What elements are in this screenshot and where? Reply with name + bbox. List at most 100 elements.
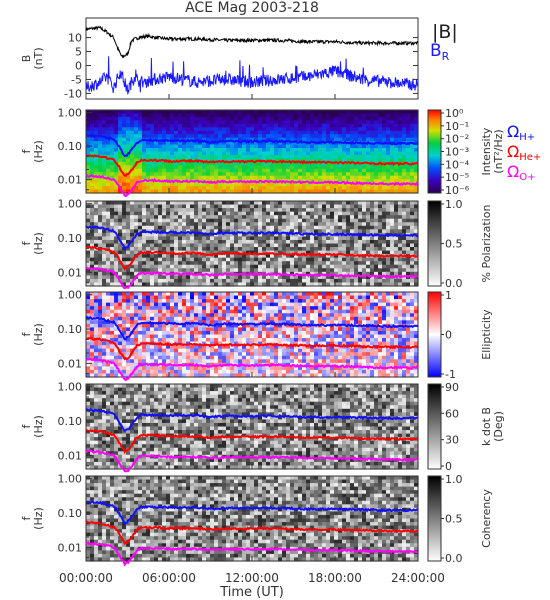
heatmap-cell bbox=[114, 208, 119, 213]
heatmap-cell bbox=[370, 299, 375, 304]
heatmap-cell bbox=[282, 137, 287, 142]
heatmap-cell bbox=[290, 282, 295, 287]
heatmap-cell bbox=[170, 182, 175, 187]
heatmap-cell bbox=[346, 158, 351, 163]
heatmap-cell bbox=[110, 282, 115, 287]
heatmap-cell bbox=[362, 144, 367, 149]
heatmap-cell bbox=[246, 327, 251, 332]
heatmap-cell bbox=[294, 247, 299, 252]
heatmap-cell bbox=[102, 232, 107, 238]
heatmap-cell bbox=[230, 154, 235, 160]
heatmap-cell bbox=[306, 299, 311, 304]
heatmap-cell bbox=[162, 204, 167, 209]
heatmap-cell bbox=[178, 320, 183, 325]
heatmap-cell bbox=[270, 175, 275, 180]
heatmap-cell bbox=[358, 316, 363, 321]
heatmap-cell bbox=[210, 306, 215, 311]
heatmap-cell bbox=[370, 113, 375, 118]
heatmap-cell bbox=[330, 208, 335, 213]
heatmap-cell bbox=[398, 306, 403, 311]
heatmap-cell bbox=[222, 313, 227, 318]
heatmap-cell bbox=[150, 299, 155, 304]
heatmap-cell bbox=[222, 154, 227, 160]
heatmap-cell bbox=[294, 165, 299, 170]
heatmap-cell bbox=[110, 208, 115, 213]
heatmap-cell bbox=[390, 175, 395, 180]
heatmap-cell bbox=[374, 316, 379, 321]
heatmap-cell bbox=[382, 236, 387, 241]
heatmap-cell bbox=[406, 236, 411, 241]
heatmap-cell bbox=[286, 292, 291, 297]
heatmap-cell bbox=[146, 208, 151, 213]
heatmap-cell bbox=[126, 250, 131, 255]
heatmap-cell bbox=[242, 313, 247, 318]
heatmap-cell bbox=[318, 189, 323, 194]
heatmap-cell bbox=[190, 110, 195, 115]
heatmap-cell bbox=[334, 229, 339, 234]
heatmap-cell bbox=[150, 130, 155, 135]
heatmap-cell bbox=[270, 189, 275, 194]
heatmap-cell bbox=[306, 123, 311, 128]
heatmap-cell bbox=[130, 316, 135, 321]
heatmap-cell bbox=[298, 120, 303, 125]
heatmap-cell bbox=[238, 211, 243, 216]
heatmap-cell bbox=[358, 243, 363, 248]
heatmap-cell bbox=[250, 148, 255, 153]
heatmap-cell bbox=[358, 218, 363, 223]
heatmap-cell bbox=[166, 299, 171, 304]
heatmap-cell bbox=[398, 211, 403, 216]
heatmap-cell bbox=[90, 137, 95, 142]
heatmap-cell bbox=[234, 316, 239, 321]
heatmap-cell bbox=[278, 189, 283, 194]
heatmap-cell bbox=[338, 257, 343, 262]
heatmap-cell bbox=[278, 282, 283, 287]
heatmap-cell bbox=[306, 316, 311, 321]
heatmap-cell bbox=[314, 158, 319, 163]
heatmap-cell bbox=[370, 320, 375, 325]
heatmap-cell bbox=[330, 302, 335, 307]
heatmap-cell bbox=[290, 247, 295, 252]
heatmap-cell bbox=[234, 313, 239, 318]
heatmap-cell bbox=[406, 168, 411, 173]
heatmap-cell bbox=[234, 218, 239, 223]
heatmap-cell bbox=[150, 165, 155, 170]
heatmap-cell bbox=[114, 144, 119, 149]
heatmap-cell bbox=[362, 225, 367, 230]
heatmap-cell bbox=[354, 299, 359, 304]
heatmap-cell bbox=[158, 309, 163, 314]
heatmap-cell bbox=[154, 292, 159, 297]
heatmap-cell bbox=[146, 309, 151, 314]
heatmap-cell bbox=[394, 120, 399, 125]
heatmap-cell bbox=[282, 275, 287, 280]
heatmap-cell bbox=[110, 172, 115, 177]
heatmap-cell bbox=[110, 299, 115, 304]
heatmap-cell bbox=[174, 165, 179, 170]
heatmap-cell bbox=[414, 168, 419, 173]
heatmap-cell bbox=[310, 134, 315, 139]
heatmap-cell bbox=[138, 201, 143, 206]
heatmap-cell bbox=[126, 218, 131, 223]
heatmap-cell bbox=[330, 158, 335, 163]
heatmap-cell bbox=[262, 299, 267, 304]
heatmap-cell bbox=[186, 299, 191, 304]
heatmap-cell bbox=[334, 239, 339, 245]
heatmap-cell bbox=[414, 165, 419, 170]
heatmap-cell bbox=[250, 182, 255, 187]
heatmap-cell bbox=[126, 236, 131, 241]
heatmap-cell bbox=[162, 323, 167, 329]
heatmap-cell bbox=[226, 134, 231, 139]
heatmap-cell bbox=[198, 254, 203, 259]
heatmap-cell bbox=[134, 229, 139, 234]
heatmap-cell bbox=[266, 275, 271, 280]
heatmap-cell bbox=[294, 179, 299, 184]
heatmap-cell bbox=[210, 218, 215, 223]
heatmap-cell bbox=[198, 204, 203, 209]
heatmap-cell bbox=[390, 309, 395, 314]
heatmap-cell bbox=[386, 134, 391, 139]
heatmap-cell bbox=[206, 211, 211, 216]
heatmap-cell bbox=[194, 208, 199, 213]
heatmap-cell bbox=[118, 236, 123, 241]
heatmap-cell bbox=[218, 201, 223, 206]
heatmap-cell bbox=[90, 141, 95, 146]
heatmap-cell bbox=[414, 282, 419, 287]
